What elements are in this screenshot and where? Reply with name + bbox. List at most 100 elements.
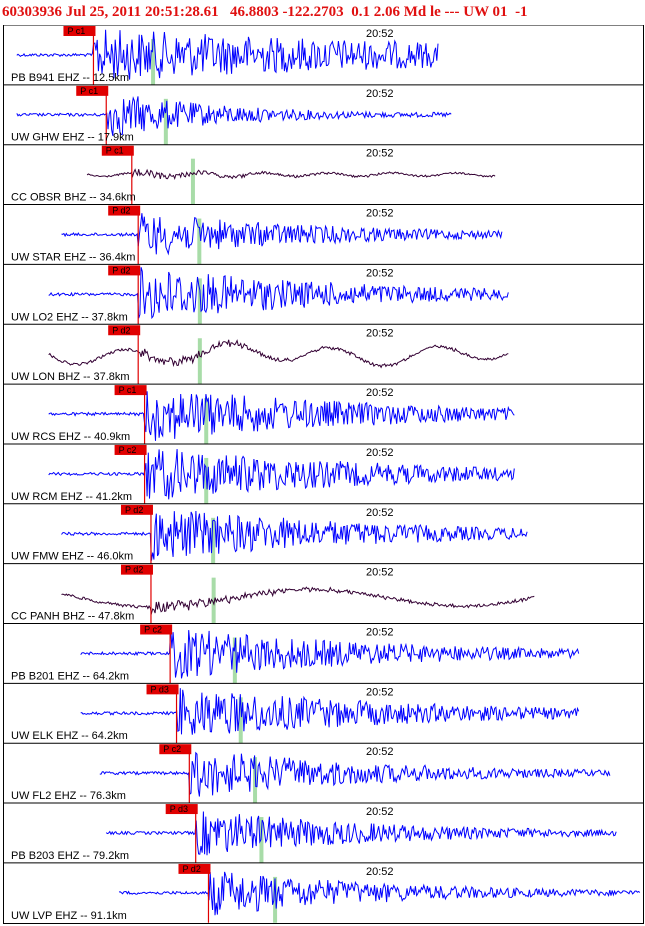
waveform-trace [61, 586, 535, 616]
s-arrival-marker [197, 278, 202, 325]
waveform-trace [105, 811, 617, 856]
pick-label-box[interactable] [76, 85, 109, 96]
time-tick-label: 20:52 [366, 28, 394, 40]
waveform-trace [16, 96, 452, 136]
time-tick-label: 20:52 [366, 746, 394, 758]
time-tick-label: 20:52 [366, 627, 394, 639]
s-arrival-marker [197, 218, 202, 265]
trace-panel: P c1 20:52 CC OBSR BHZ -- 34.6km [4, 144, 643, 205]
s-arrival-marker [273, 876, 278, 923]
waveform-trace [48, 449, 515, 500]
pick-label: P c1 [106, 146, 124, 156]
time-tick-label: 20:52 [366, 686, 394, 698]
s-arrival-marker [259, 817, 264, 863]
trace-panel: P d3 20:52 UW ELK EHZ -- 64.2km [4, 682, 643, 744]
waveform-trace [118, 871, 641, 916]
waveform-trace [48, 267, 509, 320]
pick-label: P c2 [119, 445, 137, 455]
seismogram-plot: P c1 20:52 PB B941 EHZ -- 12.5km P c1 20:52 U… [4, 25, 643, 923]
s-arrival-marker [232, 637, 237, 684]
time-tick-label: 20:52 [366, 447, 394, 459]
station-label: UW LVP EHZ -- 91.1km [11, 910, 127, 922]
station-label: UW STAR EHZ -- 36.4km [11, 251, 135, 263]
time-tick-label: 20:52 [366, 327, 394, 339]
station-label: PB B941 EHZ -- 12.5km [11, 72, 129, 84]
trace-panel: P d2 20:52 UW FMW EHZ -- 46.0km [4, 503, 643, 564]
trace-panel: P c2 20:52 PB B201 EHZ -- 64.2km [4, 623, 643, 684]
trace-panel: P c1 20:52 UW RCS EHZ -- 40.9km [4, 383, 643, 444]
station-label: UW ELK EHZ -- 64.2km [11, 730, 128, 742]
waveform-trace [48, 339, 509, 369]
time-tick-label: 20:52 [366, 806, 394, 818]
pick-label: P c2 [144, 625, 162, 635]
event-time: 20:51:28.61 [144, 4, 219, 20]
time-tick-label: 20:52 [366, 387, 394, 399]
pick-label: P d3 [170, 804, 188, 814]
station-label: UW RCS EHZ -- 40.9km [11, 431, 130, 443]
s-arrival-marker [151, 39, 156, 85]
trace-panel: P d2 20:52 CC PANH BHZ -- 47.8km [4, 563, 643, 624]
pick-label-box[interactable] [165, 804, 198, 815]
pick-label: P d2 [125, 565, 143, 575]
waveform-trace [80, 688, 580, 735]
waveform-trace [99, 751, 611, 797]
pick-label: P d2 [125, 505, 143, 515]
pick-label-box[interactable] [140, 624, 173, 635]
trace-panel: P d2 20:52 UW STAR EHZ -- 36.4km [4, 204, 643, 265]
pick-label-box[interactable] [63, 26, 96, 36]
pick-label-box[interactable] [120, 564, 153, 575]
waveform-trace [80, 627, 580, 679]
pick-label-box[interactable] [178, 863, 211, 874]
pick-label: P c2 [163, 744, 181, 754]
pick-label-box[interactable] [120, 504, 153, 515]
time-tick-label: 20:52 [366, 88, 394, 100]
trace-panel: P c2 20:52 UW FL2 EHZ -- 76.3km [4, 742, 643, 804]
s-arrival-marker [238, 697, 243, 744]
event-date: Jul 25, 2011 [65, 4, 142, 20]
time-tick-label: 20:52 [366, 148, 394, 160]
time-tick-label: 20:52 [366, 866, 394, 878]
pick-label: P c1 [67, 26, 85, 36]
waveform-trace [61, 213, 503, 256]
s-arrival-marker [211, 577, 216, 624]
station-label: PB B203 EHZ -- 79.2km [11, 850, 129, 862]
s-arrival-marker [211, 517, 216, 564]
waveform-trace [61, 510, 528, 561]
s-arrival-marker [197, 338, 202, 385]
pick-label-box[interactable] [146, 684, 179, 695]
trace-panel: P d2 20:52 UW LVP EHZ -- 91.1km [4, 862, 643, 923]
pick-label: P d3 [151, 684, 169, 694]
trace-panel: P d2 20:52 UW LO2 EHZ -- 37.8km [4, 263, 643, 325]
station-label: UW RCM EHZ -- 41.2km [11, 491, 132, 503]
pick-label-box[interactable] [108, 205, 141, 216]
station-label: UW FMW EHZ -- 46.0km [11, 551, 133, 563]
station-label: UW LON BHZ -- 37.8km [11, 371, 130, 383]
pick-label-box[interactable] [101, 145, 134, 156]
pick-label: P d2 [112, 265, 130, 275]
pick-label-box[interactable] [108, 265, 141, 276]
station-label: CC PANH BHZ -- 47.8km [11, 611, 134, 623]
pick-label-box[interactable] [159, 744, 192, 755]
s-arrival-marker [163, 98, 168, 145]
pick-label-box[interactable] [114, 444, 147, 455]
s-arrival-marker [204, 398, 209, 444]
seismogram-frame: P c1 20:52 PB B941 EHZ -- 12.5km P c1 20:52 U… [3, 25, 644, 924]
waveform-trace [86, 168, 496, 181]
event-id: 60303936 [2, 4, 62, 20]
event-magnitude: 0.1 2.06 Md le --- [351, 4, 460, 20]
trace-panel: P c1 20:52 UW GHW EHZ -- 17.9km [4, 84, 643, 145]
s-arrival-marker [253, 757, 258, 804]
trace-panel: P d2 20:52 UW LON BHZ -- 37.8km [4, 323, 643, 385]
trace-panel: P c2 20:52 UW RCM EHZ -- 41.2km [4, 443, 643, 504]
event-location: 46.8803 -122.2703 [229, 4, 344, 20]
pick-label-box[interactable] [108, 325, 141, 336]
event-flag: -1 [515, 4, 528, 20]
station-label: UW GHW EHZ -- 17.9km [11, 132, 134, 144]
station-label: CC OBSR BHZ -- 34.6km [11, 192, 136, 204]
time-tick-label: 20:52 [366, 567, 394, 579]
time-tick-label: 20:52 [366, 208, 394, 220]
time-tick-label: 20:52 [366, 507, 394, 519]
pick-label-box[interactable] [114, 385, 147, 396]
s-arrival-marker [190, 158, 195, 205]
trace-panel: P c1 20:52 PB B941 EHZ -- 12.5km [4, 25, 643, 85]
